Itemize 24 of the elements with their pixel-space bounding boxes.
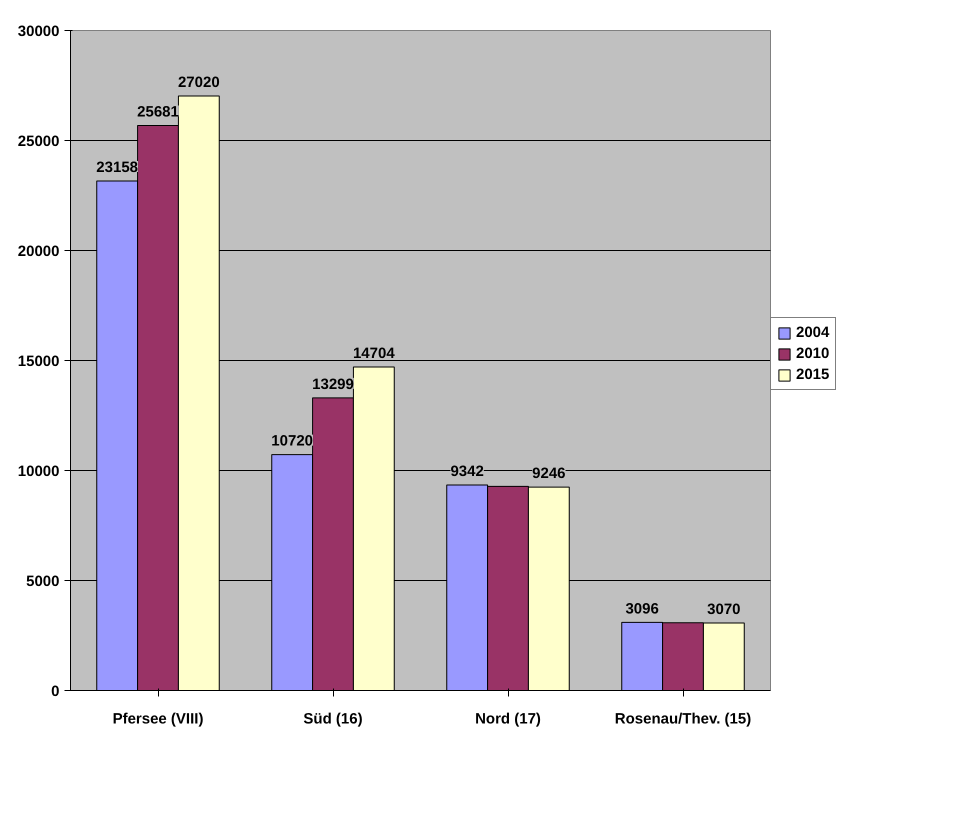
data-label: 14704 (352, 345, 396, 362)
legend-label: 2004 (796, 324, 830, 341)
y-tick-label: 20000 (18, 243, 60, 260)
y-tick-label: 10000 (18, 463, 60, 480)
y-tick-label: 15000 (18, 353, 60, 370)
data-label: 3096 (625, 600, 659, 618)
y-tick-label: 30000 (18, 23, 60, 40)
data-label: 25681 (137, 104, 179, 121)
data-label: 13299 (312, 376, 354, 393)
y-tick-label: 0 (51, 683, 60, 700)
data-label: 23158 (96, 159, 138, 176)
data-label: 10720 (271, 432, 314, 450)
legend-label: 2015 (796, 366, 830, 383)
x-tick-label: Pfersee (VIII) (112, 710, 204, 728)
y-tick-label: 25000 (18, 133, 60, 150)
data-label: 9342 (450, 462, 484, 480)
x-tick-label: Rosenau/Thev. (15) (614, 710, 752, 728)
data-label: 27020 (178, 74, 220, 92)
data-label: 3070 (707, 600, 741, 618)
data-label: 9246 (532, 465, 566, 482)
x-tick-label: Nord (17) (475, 710, 541, 728)
x-tick-label: Süd (16) (303, 710, 363, 728)
legend-label: 2010 (796, 345, 830, 362)
y-tick-label: 5000 (26, 573, 60, 590)
